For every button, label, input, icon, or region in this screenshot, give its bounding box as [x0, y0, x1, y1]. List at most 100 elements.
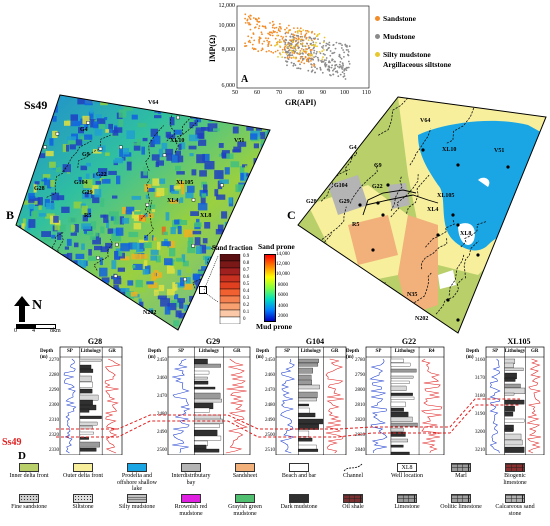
- sandstone-point: [248, 23, 250, 26]
- map-cell: [239, 196, 244, 201]
- map-cell: [266, 77, 271, 85]
- mudstone-point: [328, 66, 331, 69]
- mudstone-point: [292, 37, 295, 39]
- legend-item: Channel: [330, 463, 376, 480]
- map-cell: [162, 188, 168, 196]
- mudstone-point: [323, 59, 326, 61]
- map-cell: [237, 141, 247, 147]
- map-cell: [263, 195, 268, 200]
- map-cell: [251, 111, 257, 115]
- mudstone-point: [314, 66, 316, 68]
- map-cell: [29, 84, 33, 91]
- map-cell: [108, 211, 119, 217]
- silty-point: [302, 29, 305, 31]
- map-cell: [132, 142, 141, 146]
- map-cell: [26, 288, 37, 294]
- map-cell: [111, 233, 122, 242]
- map-cell: [62, 164, 71, 173]
- silty-point: [314, 45, 316, 47]
- sand-fraction-swatch: [219, 288, 241, 297]
- silty-point: [323, 36, 326, 39]
- well-label-g28: G28: [34, 186, 45, 192]
- map-cell: [75, 139, 83, 146]
- mudstone-point: [317, 59, 320, 62]
- sandstone-point: [278, 39, 281, 41]
- map-cell: [82, 215, 88, 222]
- lithology-block: [79, 358, 102, 362]
- legend-item: Siltstone: [60, 494, 106, 511]
- map-cell: [270, 87, 276, 90]
- map-cell: [64, 120, 71, 126]
- map-cell: [185, 192, 194, 199]
- map-cell: [130, 326, 137, 330]
- sandstone-point: [271, 34, 274, 37]
- map-cell: [221, 152, 227, 158]
- map-cell: [259, 131, 269, 136]
- silty-point: [322, 56, 324, 58]
- well-dot-icon: [451, 213, 455, 217]
- lithology-block: [194, 429, 218, 436]
- depth-label: Depth (m): [256, 349, 270, 360]
- map-cell: [100, 280, 109, 286]
- map-cell: [176, 178, 180, 187]
- well-label-g104: G104: [74, 180, 88, 186]
- map-cell: [9, 141, 14, 146]
- legend-item: Fine sandstone: [6, 494, 52, 511]
- map-cell: [102, 321, 111, 327]
- sandstone-point: [279, 30, 281, 33]
- lithology-block: [298, 437, 313, 442]
- map-cell: [239, 165, 245, 173]
- lithology-block: [504, 418, 525, 423]
- sandstone-point: [287, 32, 290, 34]
- map-cell: [235, 221, 239, 230]
- map-cell: [31, 141, 39, 150]
- map-cell: [16, 158, 18, 166]
- well-marker-icon: [119, 145, 123, 150]
- map-cell: [203, 324, 208, 330]
- sandstone-point: [265, 50, 268, 53]
- sandstone-point: [258, 27, 260, 30]
- channel-trace: [448, 253, 465, 296]
- map-cell: [268, 123, 270, 128]
- sandstone-point: [311, 39, 313, 42]
- mudstone-point: [310, 42, 312, 45]
- mudstone-point: [331, 64, 333, 67]
- map-cell: [217, 224, 224, 232]
- map-cell: [38, 113, 47, 120]
- map-cell: [23, 200, 33, 205]
- sandstone-point: [300, 48, 303, 50]
- facies-map: [297, 96, 547, 334]
- silty-point: [299, 38, 302, 41]
- map-cell: [272, 104, 277, 111]
- map-cell: [17, 98, 25, 106]
- map-cell: [202, 153, 210, 162]
- map-cell: [45, 269, 56, 278]
- lithology-block: [194, 358, 208, 365]
- map-cell: [168, 95, 174, 100]
- map-cell: [108, 170, 117, 175]
- well-c-v51: V51: [494, 148, 505, 154]
- map-cell: [131, 195, 142, 200]
- map-cell: [148, 282, 158, 289]
- well-c-n35: N35: [407, 292, 418, 298]
- map-cell: [33, 133, 39, 141]
- mudstone-point: [286, 55, 289, 57]
- map-cell: [43, 95, 51, 98]
- map-cell: [143, 166, 148, 176]
- well-marker-icon: [162, 153, 167, 158]
- map-cell: [55, 86, 60, 91]
- mudstone-point: [343, 56, 345, 58]
- map-cell: [279, 104, 287, 111]
- map-cell: [116, 303, 122, 308]
- map-cell: [154, 115, 162, 119]
- silty-point: [280, 41, 283, 43]
- depth-label: Depth (m): [40, 349, 54, 360]
- map-cell: [199, 170, 207, 177]
- map-cell: [192, 274, 201, 281]
- depth-tick: 2290: [49, 388, 59, 393]
- sandstone-point: [285, 35, 287, 38]
- sandstone-point: [258, 25, 261, 27]
- map-cell: [213, 128, 220, 132]
- legend-item: Outer delta front: [60, 463, 106, 480]
- map-cell: [169, 185, 175, 193]
